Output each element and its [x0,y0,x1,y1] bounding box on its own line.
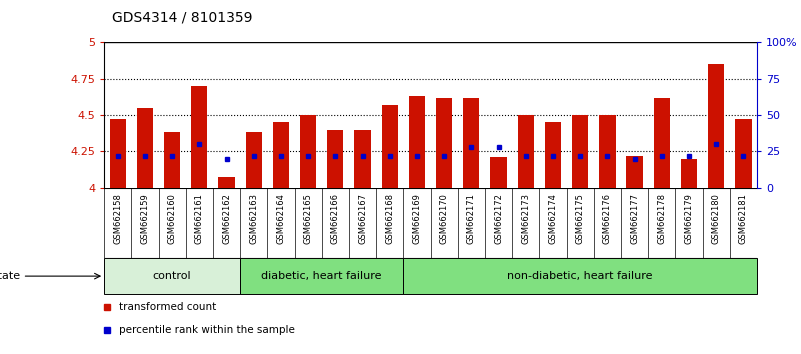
Text: GSM662168: GSM662168 [385,193,394,244]
Text: transformed count: transformed count [119,302,216,312]
Text: diabetic, heart failure: diabetic, heart failure [261,271,382,281]
Text: GSM662180: GSM662180 [711,193,721,244]
Bar [490,157,507,188]
Bar [240,258,404,294]
Bar [191,86,207,188]
Bar [436,98,453,188]
Text: GSM662178: GSM662178 [658,193,666,244]
Bar [327,130,344,188]
Text: GSM662169: GSM662169 [413,193,421,244]
Bar [110,119,126,188]
Bar [599,115,615,188]
Text: GSM662171: GSM662171 [467,193,476,244]
Bar [708,64,724,188]
Text: GSM662176: GSM662176 [603,193,612,244]
Bar [300,115,316,188]
Bar [735,119,751,188]
Bar [219,177,235,188]
Bar [517,115,534,188]
Text: non-diabetic, heart failure: non-diabetic, heart failure [507,271,653,281]
Text: GSM662177: GSM662177 [630,193,639,244]
Bar [246,132,262,188]
Text: GSM662163: GSM662163 [249,193,258,244]
Bar [381,105,398,188]
Text: GSM662172: GSM662172 [494,193,503,244]
Bar [626,156,642,188]
Bar [137,108,153,188]
Text: GSM662158: GSM662158 [113,193,123,244]
Bar [654,98,670,188]
Text: GSM662179: GSM662179 [684,193,694,244]
Bar [681,159,697,188]
Text: GSM662159: GSM662159 [140,193,150,244]
Text: GSM662174: GSM662174 [549,193,557,244]
Text: GDS4314 / 8101359: GDS4314 / 8101359 [112,11,252,25]
Text: GSM662160: GSM662160 [167,193,177,244]
Text: GSM662170: GSM662170 [440,193,449,244]
Text: GSM662165: GSM662165 [304,193,312,244]
Bar [463,98,480,188]
Text: disease state: disease state [0,271,20,281]
Text: control: control [153,271,191,281]
Text: GSM662162: GSM662162 [222,193,231,244]
Text: GSM662175: GSM662175 [576,193,585,244]
Text: GSM662181: GSM662181 [739,193,748,244]
Bar [104,258,240,294]
Bar [409,96,425,188]
Bar [545,122,561,188]
Text: GSM662166: GSM662166 [331,193,340,244]
Bar [404,258,757,294]
Bar [354,130,371,188]
Text: percentile rank within the sample: percentile rank within the sample [119,325,295,335]
Text: GSM662173: GSM662173 [521,193,530,244]
Bar [164,132,180,188]
Bar [273,122,289,188]
Bar [572,115,588,188]
Text: GSM662167: GSM662167 [358,193,367,244]
Text: GSM662164: GSM662164 [276,193,285,244]
Text: GSM662161: GSM662161 [195,193,203,244]
